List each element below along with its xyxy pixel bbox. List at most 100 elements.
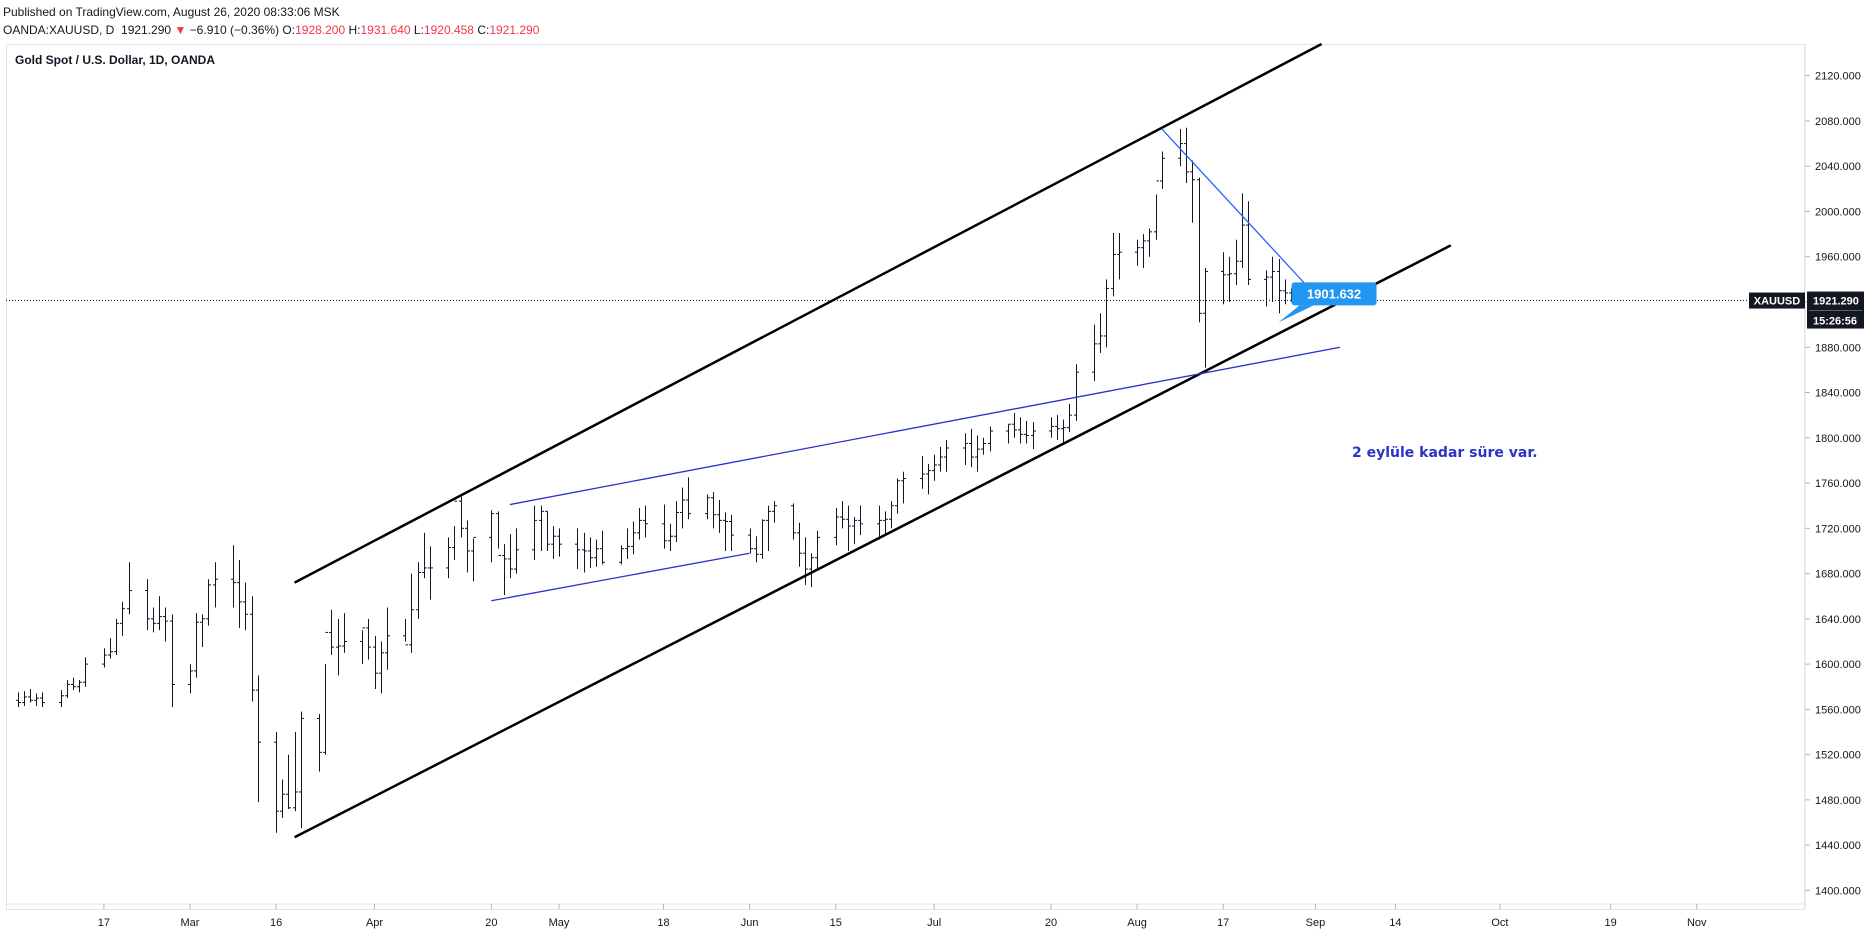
- channel-upper-line: [293, 42, 1323, 584]
- ohlc-bar: [317, 713, 322, 772]
- ohlc-bar: [170, 614, 175, 708]
- price-tick-label: 1400.000: [1815, 885, 1861, 897]
- price-tick-label: 1600.000: [1815, 659, 1861, 671]
- time-tick-label: 19: [1605, 917, 1617, 929]
- ohlc-bar: [40, 692, 45, 708]
- ohlc-bar: [446, 537, 451, 579]
- ohlc-bar: [471, 536, 476, 582]
- time-tick-label: 17: [1217, 917, 1229, 929]
- ohlc-bar: [539, 505, 544, 551]
- time-tick-label: Jun: [741, 917, 759, 929]
- ohlc-bar: [1104, 279, 1109, 348]
- ohlc-bar: [280, 779, 285, 818]
- ohlc-bar: [385, 607, 390, 670]
- price-tick-label: 2000.000: [1815, 206, 1861, 218]
- price-axis[interactable]: 1400.000 1440.000 1480.000 1520.000 1560.000…: [1805, 71, 1861, 898]
- ohlc-bar: [631, 521, 636, 555]
- ohlc-bar: [237, 560, 242, 628]
- ohlc-bar: [760, 519, 765, 559]
- published-info: Published on TradingView.com, August 26,…: [3, 5, 340, 19]
- bar-countdown: 15:26:56: [1813, 316, 1857, 328]
- ohlc-bar: [366, 618, 371, 660]
- chart-title: Gold Spot / U.S. Dollar, 1D, OANDA: [15, 53, 216, 67]
- ohlc-bar: [329, 609, 334, 656]
- time-tick-label: 20: [1045, 917, 1057, 929]
- time-tick-label: Oct: [1491, 917, 1508, 929]
- ohlc-bar: [619, 545, 624, 565]
- ohlc-bar: [1160, 151, 1165, 189]
- ohlc-bar: [1067, 403, 1072, 433]
- ohlc-bar: [71, 677, 76, 691]
- callout-value: 1901.632: [1307, 286, 1361, 301]
- ohlc-bar: [508, 533, 513, 579]
- time-axis[interactable]: 17 Mar 16 Apr 20 May 18 Jun 15 Jul 20 Aug 17 Sep 14 Oct…: [98, 904, 1707, 929]
- time-tick-label: Sep: [1306, 917, 1326, 929]
- ohlc-bar: [231, 545, 236, 608]
- ohlc-bar: [65, 679, 70, 699]
- ohlc-bar: [686, 477, 691, 520]
- ohlc-bar: [459, 496, 464, 538]
- price-tick-label: 1480.000: [1815, 795, 1861, 807]
- ohlc-bar: [1012, 412, 1017, 438]
- ohlc-bar: [766, 505, 771, 551]
- ohlc-bar: [594, 539, 599, 567]
- ohlc-bar: [901, 471, 906, 504]
- ohlc-bar: [1024, 420, 1029, 444]
- open-label: O:: [282, 23, 296, 37]
- change-down-icon: ▼: [174, 23, 187, 37]
- ohlc-bar: [643, 505, 648, 538]
- ohlc-bar: [1098, 313, 1103, 353]
- ohlc-legend: OANDA:XAUUSD, D 1921.290 ▼ −6.910 (−0.36…: [3, 23, 539, 37]
- ohlc-bar: [409, 573, 414, 653]
- ohlc-bar: [723, 512, 728, 551]
- ohlc-bar: [975, 435, 980, 472]
- price-tick-label: 1560.000: [1815, 704, 1861, 716]
- ohlc-bar: [1049, 417, 1054, 438]
- annotation-text: 2 eylüle kadar süre var.: [1352, 445, 1538, 461]
- low-value: 1920.458: [423, 23, 474, 37]
- high-value: 1931.640: [360, 23, 411, 37]
- ohlc-bar: [403, 618, 408, 646]
- price-tags: XAUUSD 1921.290 15:26:56: [1749, 291, 1864, 329]
- ohlc-bar: [582, 532, 587, 573]
- ohlc-bar: [1246, 201, 1251, 286]
- open-value: 1928.200: [295, 23, 346, 37]
- ohlc-bar: [1018, 417, 1023, 444]
- ohlc-bar: [809, 553, 814, 588]
- ohlc-bar: [145, 579, 150, 631]
- ohlc-bar: [1221, 252, 1226, 305]
- ohlc-bar: [373, 635, 378, 689]
- ohlc-bar: [83, 657, 88, 687]
- ohlc-bar: [1234, 239, 1239, 286]
- price-tick-label: 1720.000: [1815, 523, 1861, 535]
- ohlc-bar: [108, 638, 113, 659]
- ohlc-bar: [1147, 228, 1152, 257]
- ohlc-bar: [754, 536, 759, 563]
- ohlc-bar: [1141, 234, 1146, 269]
- ohlc-bar: [600, 530, 605, 565]
- price-tick-label: 1800.000: [1815, 433, 1861, 445]
- ohlc-bar: [1074, 364, 1079, 421]
- ohlc-bar: [250, 596, 255, 702]
- ohlc-bar: [59, 690, 64, 708]
- ohlc-bar: [1264, 270, 1269, 307]
- ohlc-bar: [151, 607, 156, 633]
- ohlc-bar: [840, 501, 845, 529]
- ohlc-bar: [729, 514, 734, 551]
- time-tick-label: 16: [270, 917, 282, 929]
- trendline-short: [491, 552, 750, 602]
- ohlc-bar: [791, 503, 796, 540]
- low-label: L:: [413, 23, 424, 37]
- ohlc-bar: [1197, 177, 1202, 323]
- ohlc-bar: [834, 507, 839, 546]
- ohlc-bar: [1006, 423, 1011, 444]
- ohlc-bar: [1227, 256, 1232, 302]
- time-tick-label: Aug: [1127, 917, 1147, 929]
- ohlc-bar: [200, 614, 205, 648]
- ohlc-bar: [489, 510, 494, 563]
- symbol-tag-label: XAUUSD: [1754, 296, 1801, 308]
- ohlc-bar: [932, 454, 937, 481]
- callout-pointer: [1278, 305, 1314, 323]
- ohlc-bar: [452, 500, 457, 560]
